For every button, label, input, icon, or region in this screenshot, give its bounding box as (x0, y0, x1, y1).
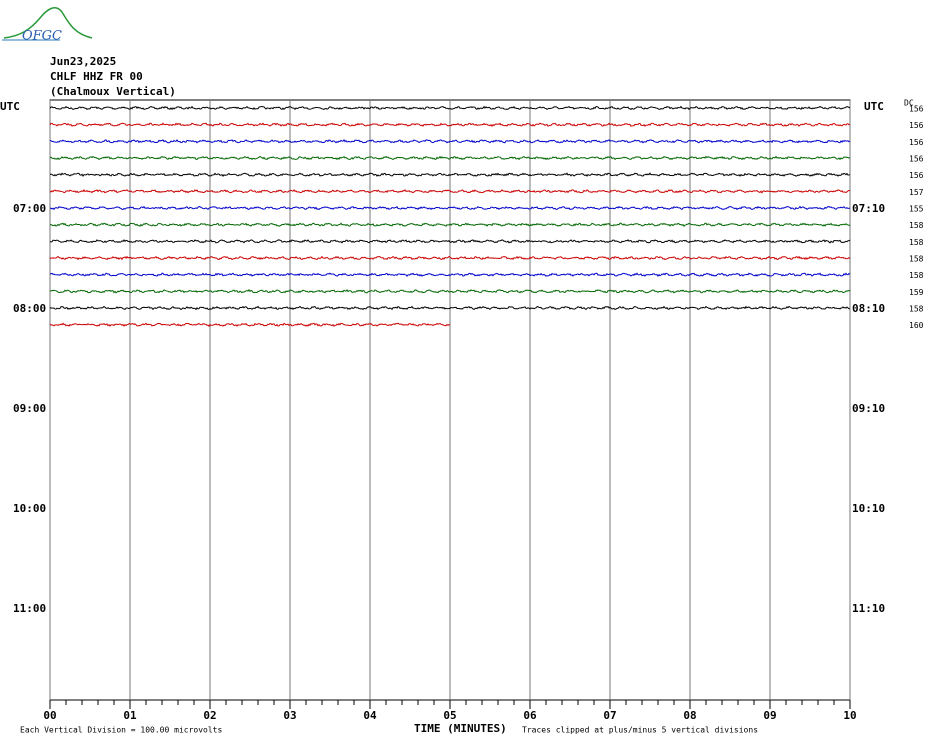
dc-label: 156 (909, 105, 924, 114)
x-tick-label: 02 (203, 709, 216, 722)
trace (49, 139, 851, 144)
dc-label: 159 (909, 288, 924, 297)
trace (49, 105, 851, 111)
dc-label: 158 (909, 238, 924, 247)
trace (49, 172, 851, 177)
trace (49, 205, 851, 211)
trace (49, 322, 451, 327)
x-tick-label: 00 (43, 709, 56, 722)
trace (49, 155, 851, 161)
hour-label-left: 09:00 (13, 402, 46, 415)
hour-label-left: 11:00 (13, 602, 46, 615)
station: CHLF HHZ FR 00 (50, 70, 143, 83)
dc-label: 156 (909, 171, 924, 180)
dc-label: 156 (909, 138, 924, 147)
dc-label: 158 (909, 255, 924, 264)
trace (49, 239, 851, 244)
hour-label-left: 10:00 (13, 502, 46, 515)
hour-label-left: 08:00 (13, 302, 46, 315)
date: Jun23,2025 (50, 55, 116, 68)
x-tick-label: 07 (603, 709, 616, 722)
hour-label-left: 07:00 (13, 202, 46, 215)
trace (49, 188, 851, 194)
dc-title: DC (904, 99, 914, 108)
x-tick-label: 09 (763, 709, 776, 722)
hour-label-right: 09:10 (852, 402, 885, 415)
x-tick-label: 06 (523, 709, 537, 722)
x-tick-label: 10 (843, 709, 856, 722)
dc-label: 155 (909, 205, 924, 214)
dc-label: 156 (909, 155, 924, 164)
x-tick-label: 08 (683, 709, 696, 722)
logo-text: OFGC (22, 29, 62, 44)
hour-label-right: 08:10 (852, 302, 885, 315)
dc-label: 158 (909, 305, 924, 314)
trace (49, 305, 851, 311)
trace (49, 222, 851, 227)
x-tick-label: 03 (283, 709, 296, 722)
x-tick-label: 05 (443, 709, 456, 722)
x-axis-label: TIME (MINUTES) (414, 722, 507, 735)
logo-swoosh (3, 7, 93, 39)
trace (49, 289, 851, 294)
hour-label-right: 10:10 (852, 502, 885, 515)
hour-label-right: 07:10 (852, 202, 885, 215)
left-axis-title: UTC (0, 100, 20, 113)
dc-label: 158 (909, 271, 924, 280)
dc-label: 158 (909, 221, 924, 230)
footer-left: Each Vertical Division = 100.00 microvol… (20, 726, 222, 735)
trace (49, 272, 851, 278)
dc-label: 160 (909, 321, 924, 330)
footer-right: Traces clipped at plus/minus 5 vertical … (522, 726, 758, 735)
dc-label: 156 (909, 121, 924, 130)
hour-label-right: 11:10 (852, 602, 885, 615)
location: (Chalmoux Vertical) (50, 85, 176, 98)
x-tick-label: 04 (363, 709, 377, 722)
trace (49, 122, 851, 127)
right-axis-title: UTC (864, 100, 884, 113)
x-tick-label: 01 (123, 709, 137, 722)
trace (49, 255, 851, 261)
dc-label: 157 (909, 188, 924, 197)
